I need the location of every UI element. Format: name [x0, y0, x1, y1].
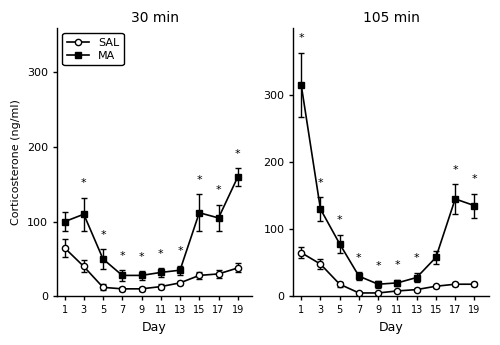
- Text: *: *: [196, 175, 202, 185]
- Text: *: *: [298, 33, 304, 43]
- Text: *: *: [452, 165, 458, 175]
- X-axis label: Day: Day: [379, 321, 404, 334]
- Text: *: *: [337, 215, 342, 225]
- Text: *: *: [356, 253, 362, 263]
- Text: *: *: [158, 248, 164, 258]
- Text: *: *: [138, 252, 144, 262]
- Text: *: *: [216, 185, 222, 195]
- Y-axis label: Corticosterone (ng/ml): Corticosterone (ng/ml): [11, 99, 21, 225]
- Text: *: *: [235, 149, 240, 159]
- Text: *: *: [376, 262, 381, 272]
- Text: *: *: [100, 230, 106, 240]
- X-axis label: Day: Day: [142, 321, 167, 334]
- Text: *: *: [81, 178, 86, 188]
- Text: *: *: [120, 251, 125, 261]
- Title: 30 min: 30 min: [130, 11, 178, 25]
- Text: *: *: [394, 260, 400, 270]
- Title: 105 min: 105 min: [362, 11, 420, 25]
- Text: *: *: [472, 174, 478, 184]
- Text: *: *: [318, 178, 324, 187]
- Text: *: *: [414, 253, 420, 263]
- Text: *: *: [177, 246, 183, 256]
- Legend: SAL, MA: SAL, MA: [62, 33, 124, 66]
